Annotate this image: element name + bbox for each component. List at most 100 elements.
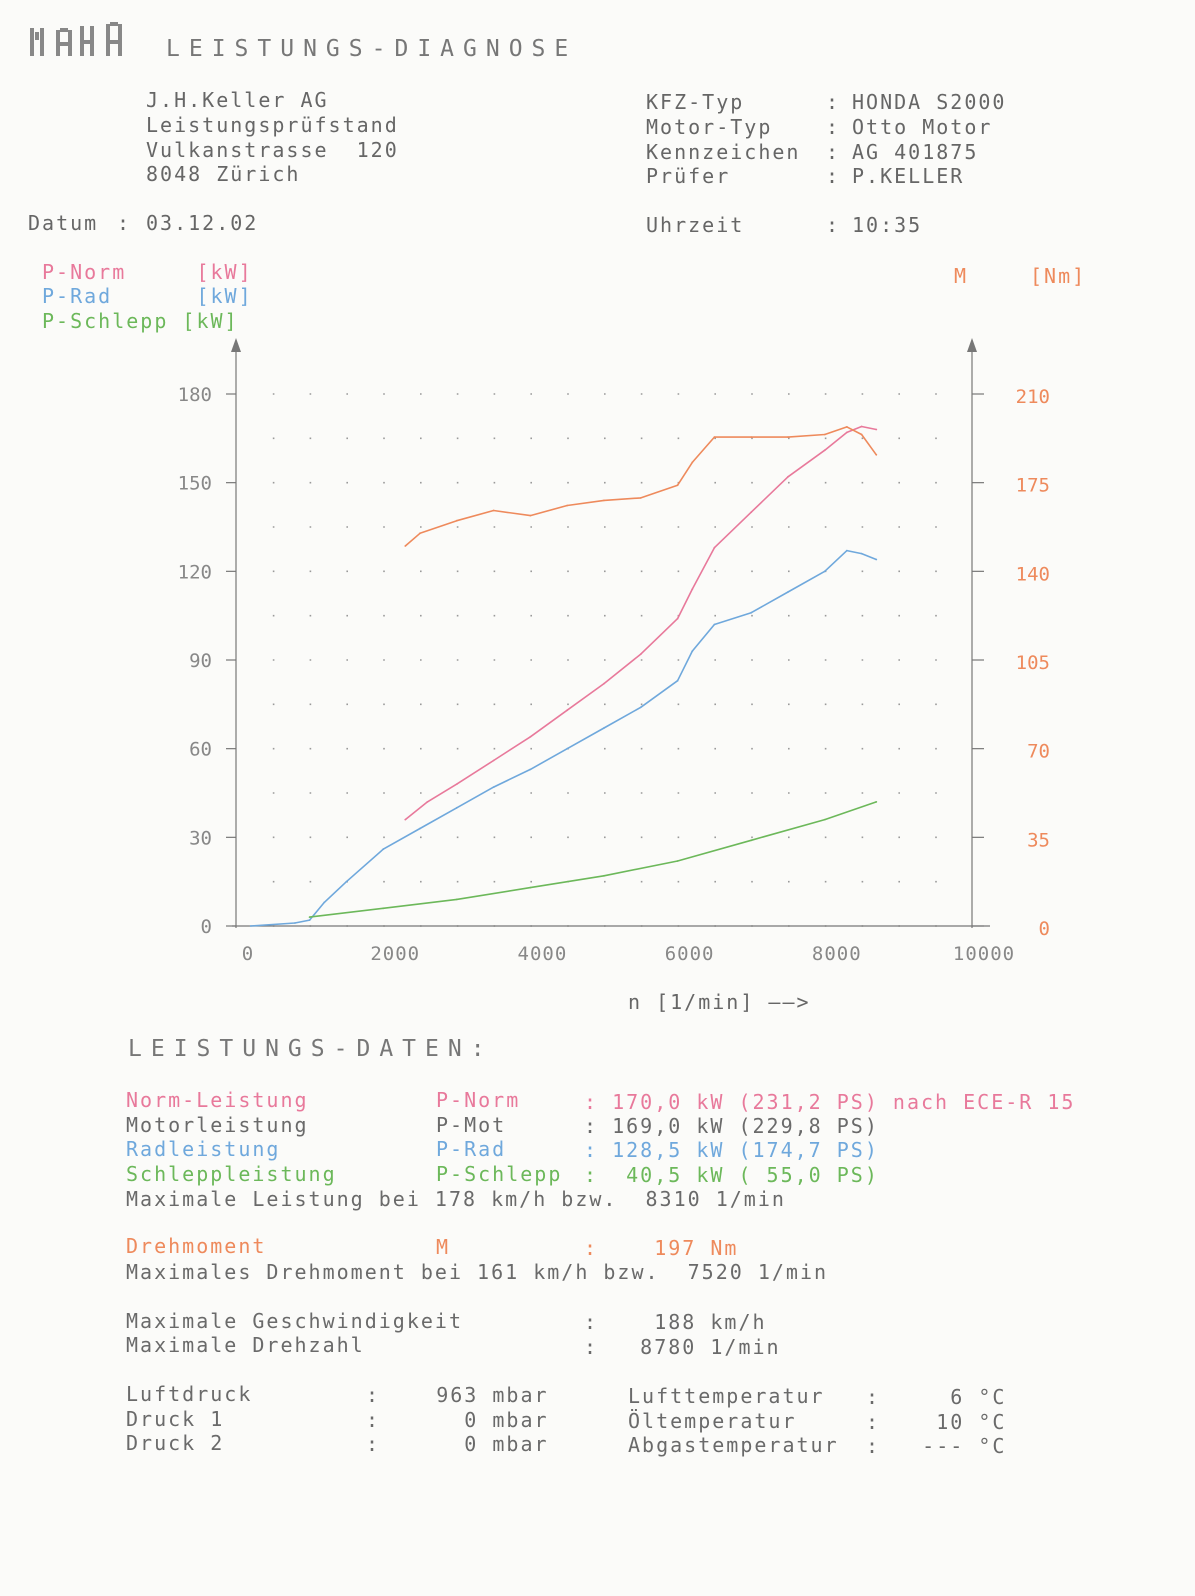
y-left-tick-label-2: 60 bbox=[189, 739, 212, 761]
schlepp-leistung-name: Schleppleistung bbox=[126, 1162, 337, 1186]
time-label: Uhrzeit bbox=[646, 213, 745, 237]
y-right-tick-label-4: 140 bbox=[1016, 563, 1050, 585]
series-point-schlepp-2 bbox=[455, 898, 458, 901]
max-rpm-value: : 8780 1/min bbox=[584, 1335, 781, 1359]
rad-leistung-name: Radleistung bbox=[126, 1137, 281, 1161]
series-point-torque-1 bbox=[419, 532, 421, 535]
report-title: LEISTUNGS-DIAGNOSE bbox=[166, 36, 578, 62]
y-left-tick-label-0: 0 bbox=[201, 916, 212, 938]
x-tick-label-3: 6000 bbox=[665, 943, 715, 965]
series-point-schlepp-3 bbox=[529, 886, 532, 889]
series-point-torque-14 bbox=[846, 426, 848, 428]
date-value: 03.12.02 bbox=[146, 211, 259, 235]
temp-value-0: : 6 °C bbox=[866, 1385, 1007, 1409]
max-torque-line: Maximales Drehmoment bei 161 km/h bzw. 7… bbox=[126, 1260, 829, 1284]
series-point-torque-5 bbox=[566, 504, 569, 507]
date-colon: : bbox=[117, 211, 132, 235]
series-point-schlepp-8 bbox=[875, 801, 878, 803]
series-point-torque-9 bbox=[691, 461, 694, 464]
series-point-rad-15 bbox=[713, 623, 716, 626]
temp-label-1: Öltemperatur bbox=[628, 1409, 797, 1433]
series-point-norm-13 bbox=[823, 449, 826, 452]
series-point-rad-4 bbox=[345, 880, 348, 883]
motor-leistung-value: : 169,0 kW (229,8 PS) bbox=[584, 1114, 879, 1138]
series-point-torque-10 bbox=[713, 436, 716, 438]
company-city: 8048 Zürich bbox=[146, 162, 301, 186]
series-point-rad-13 bbox=[676, 679, 679, 682]
vehicle-label-2: Kennzeichen bbox=[646, 140, 801, 164]
temp-value-2: : --- °C bbox=[866, 1434, 1007, 1458]
series-point-rad-11 bbox=[603, 727, 605, 729]
series-point-rad-17 bbox=[787, 591, 789, 593]
series-point-torque-8 bbox=[676, 484, 679, 487]
company-name: J.H.Keller AG bbox=[146, 88, 329, 112]
motor-leistung-name: Motorleistung bbox=[126, 1113, 309, 1137]
x-tick-label-2: 4000 bbox=[518, 943, 568, 965]
vehicle-label-3: Prüfer bbox=[646, 164, 731, 188]
time-value: 10:35 bbox=[852, 213, 923, 237]
norm-leistung-value: : 170,0 kW (231,2 PS) nach ECE-R 15 bbox=[584, 1090, 1076, 1114]
vehicle-colon-0: : bbox=[826, 90, 841, 114]
y-left-tick-label-5: 150 bbox=[178, 473, 212, 495]
series-point-torque-16 bbox=[875, 453, 878, 456]
y-axis-right-arrow bbox=[967, 338, 977, 352]
pressure-value-1: : 0 mbar bbox=[366, 1408, 549, 1432]
series-point-rad-6 bbox=[419, 827, 421, 830]
series-point-norm-8 bbox=[676, 617, 679, 620]
y-right-tick-label-6: 210 bbox=[1016, 386, 1050, 408]
legend-torque-unit: [Nm] bbox=[1030, 264, 1087, 288]
series-point-rad-9 bbox=[529, 768, 532, 771]
series-point-rad-5 bbox=[382, 848, 385, 851]
series-point-schlepp-5 bbox=[676, 860, 679, 862]
series-point-norm-0 bbox=[404, 818, 407, 821]
series-point-schlepp-7 bbox=[823, 818, 826, 821]
series-point-norm-3 bbox=[492, 759, 495, 762]
series-point-rad-20 bbox=[860, 552, 863, 555]
series-point-rad-8 bbox=[492, 786, 495, 788]
series-point-rad-7 bbox=[455, 806, 458, 809]
pressure-label-2: Druck 2 bbox=[126, 1431, 225, 1455]
max-power-line: Maximale Leistung bei 178 km/h bzw. 8310… bbox=[126, 1187, 786, 1211]
drehmoment-value: : 197 Nm bbox=[584, 1236, 739, 1260]
series-point-norm-11 bbox=[750, 511, 753, 514]
rad-leistung-value: : 128,5 kW (174,7 PS) bbox=[584, 1138, 879, 1162]
maha-logo bbox=[30, 22, 122, 56]
series-point-norm-9 bbox=[691, 588, 694, 590]
max-speed-label: Maximale Geschwindigkeit bbox=[126, 1309, 463, 1333]
motor-leistung-symbol: P-Mot bbox=[436, 1113, 507, 1137]
series-point-torque-15 bbox=[860, 433, 863, 436]
vehicle-colon-3: : bbox=[826, 164, 841, 188]
series-point-schlepp-6 bbox=[750, 839, 753, 842]
x-tick-label-4: 8000 bbox=[812, 943, 862, 965]
series-point-torque-0 bbox=[404, 545, 407, 547]
vehicle-label-1: Motor-Typ bbox=[646, 115, 773, 139]
y-left-tick-label-6: 180 bbox=[178, 384, 212, 406]
date-label: Datum bbox=[28, 211, 99, 235]
series-point-torque-6 bbox=[603, 499, 605, 502]
y-right-tick-label-1: 35 bbox=[1027, 829, 1050, 851]
series-point-norm-6 bbox=[603, 682, 605, 685]
company-line2: Leistungsprüfstand bbox=[146, 113, 399, 137]
series-point-rad-16 bbox=[750, 611, 753, 614]
series-point-rad-0 bbox=[249, 925, 252, 927]
company-street: Vulkanstrasse 120 bbox=[146, 138, 399, 162]
temp-value-1: : 10 °C bbox=[866, 1410, 1007, 1434]
series-point-schlepp-1 bbox=[382, 907, 385, 910]
drehmoment-name: Drehmoment bbox=[126, 1234, 267, 1258]
series-point-norm-10 bbox=[713, 546, 716, 549]
series-line-rad bbox=[250, 549, 877, 927]
legend-norm: P-Norm [kW] bbox=[42, 260, 253, 284]
series-point-rad-12 bbox=[639, 706, 642, 709]
series-point-schlepp-4 bbox=[603, 874, 605, 877]
series-point-rad-10 bbox=[566, 747, 569, 750]
series-point-norm-4 bbox=[529, 735, 532, 738]
vehicle-value-0: HONDA S2000 bbox=[852, 90, 1007, 114]
power-chart: 0 30 60 90 120 150 180 0 35 70 105 140 175 210 0 2000 40… bbox=[178, 338, 1050, 965]
schlepp-leistung-symbol: P-Schlepp bbox=[436, 1162, 563, 1186]
schlepp-leistung-value: : 40,5 kW ( 55,0 PS) bbox=[584, 1163, 879, 1187]
series-point-norm-15 bbox=[860, 425, 863, 428]
series-point-norm-12 bbox=[787, 475, 789, 478]
series-point-rad-3 bbox=[323, 901, 326, 904]
series-point-rad-19 bbox=[846, 549, 848, 552]
series-point-rad-2 bbox=[308, 919, 311, 921]
